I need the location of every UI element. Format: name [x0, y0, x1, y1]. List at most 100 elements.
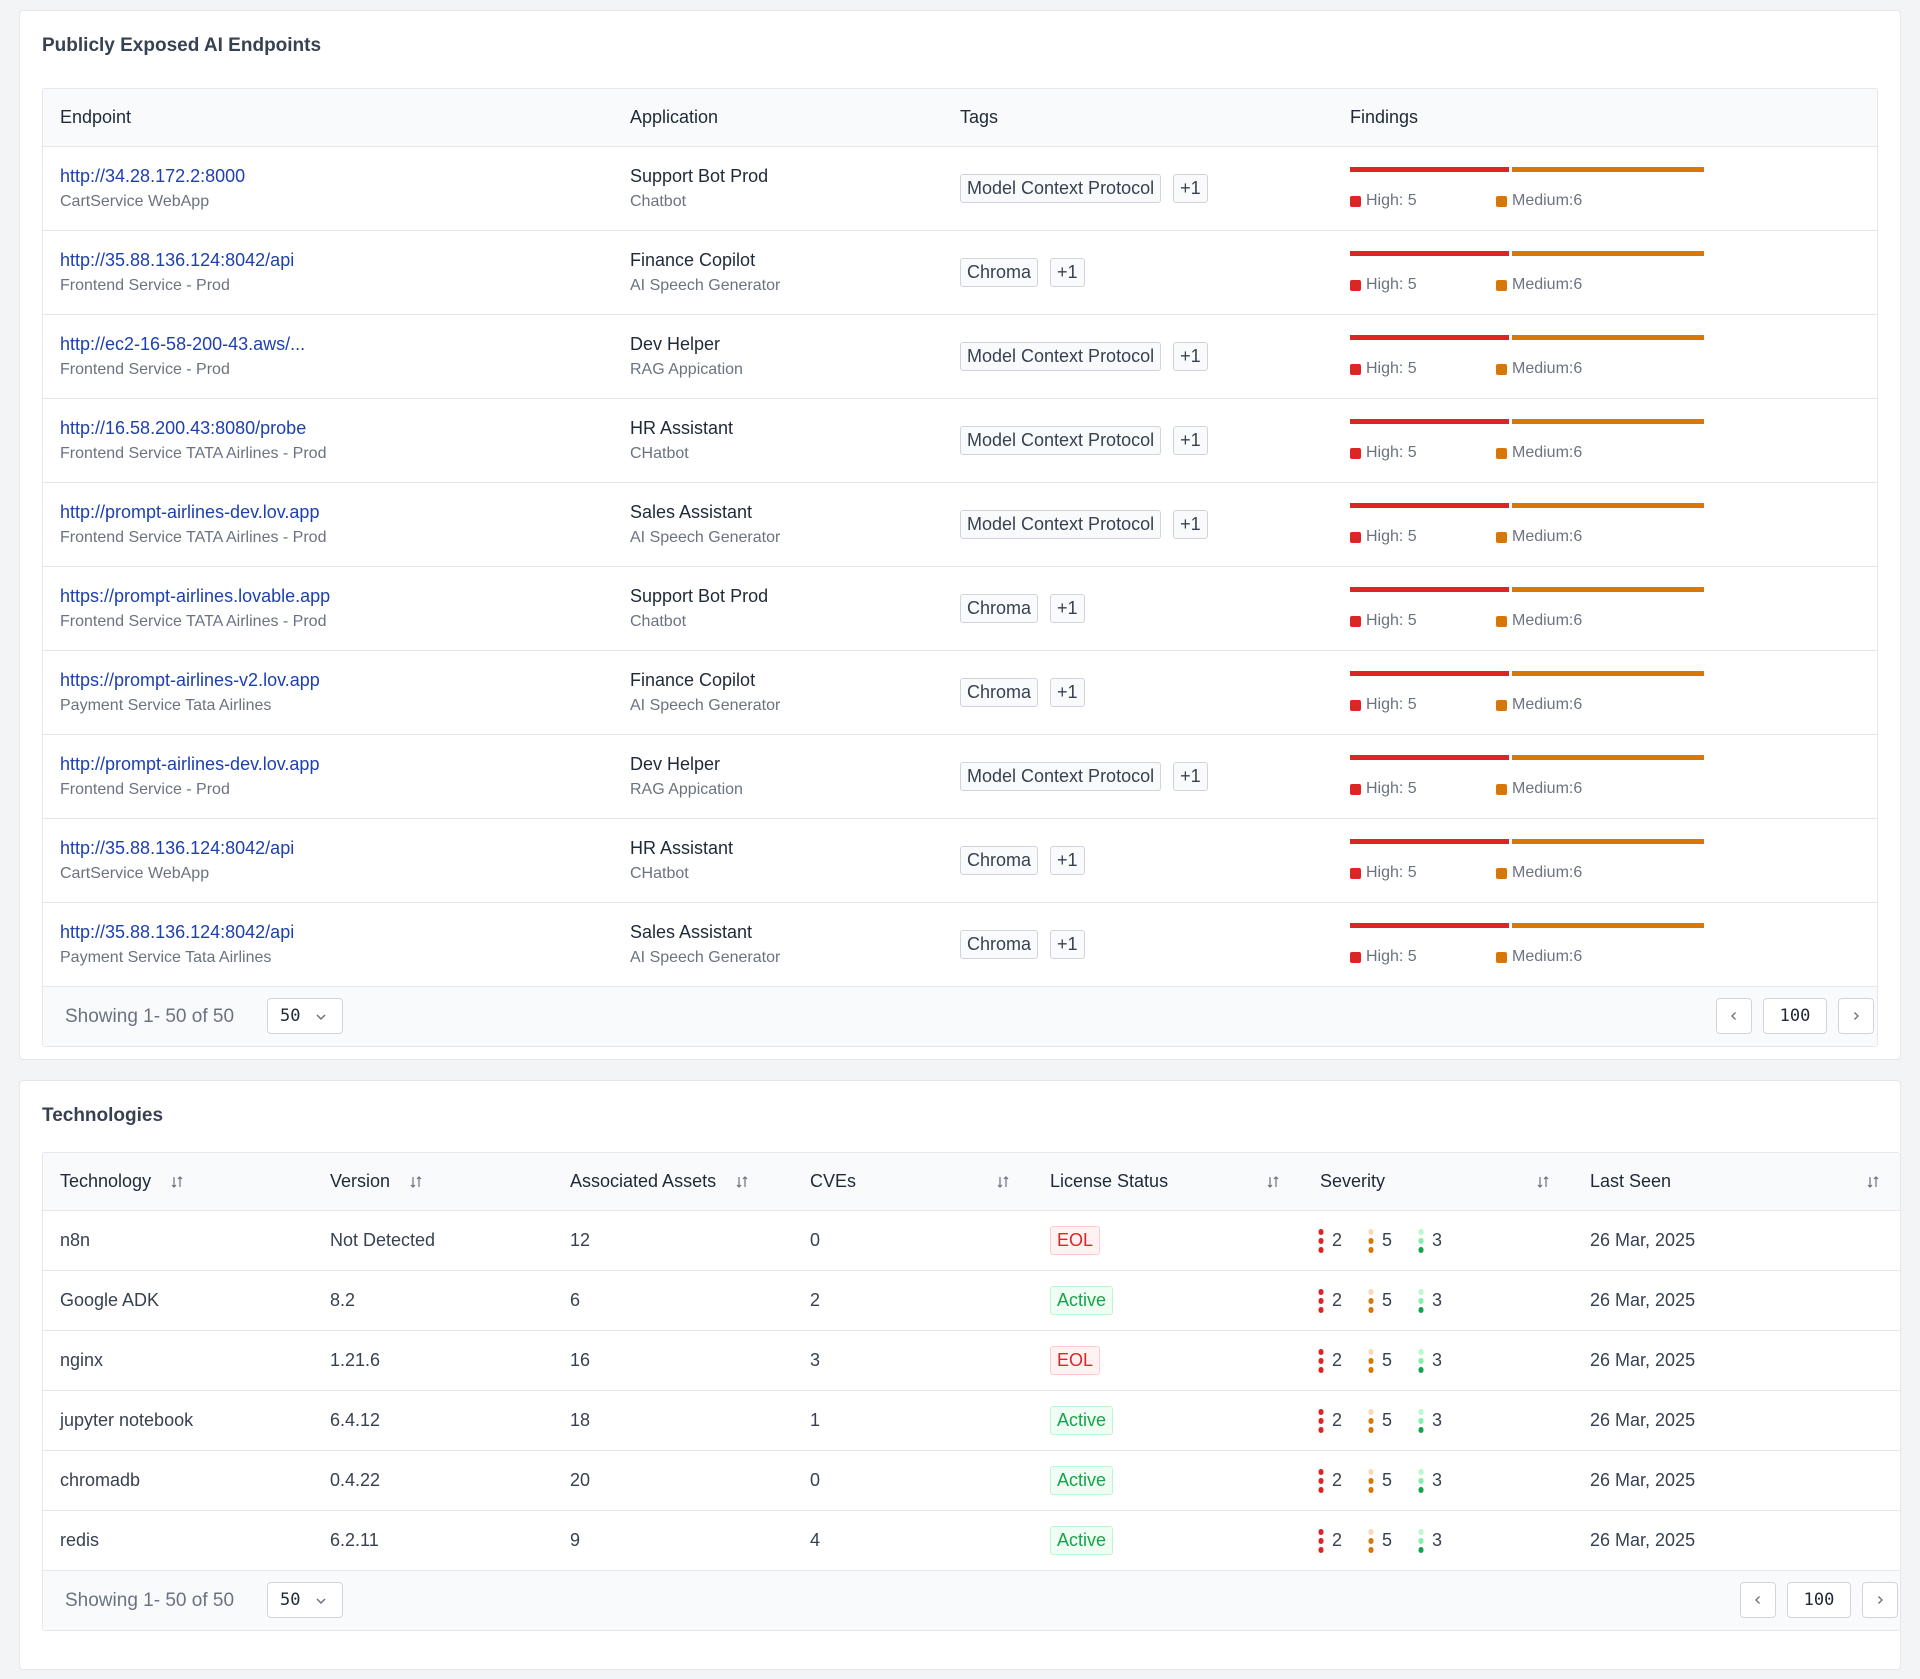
col-severity-label: Severity — [1320, 1171, 1386, 1191]
medium-count: Medium:6 — [1512, 276, 1583, 293]
application-type: RAG Appication — [630, 361, 743, 378]
tag-chip[interactable]: Chroma — [960, 930, 1039, 959]
prev-page-button[interactable] — [1716, 998, 1752, 1034]
tag-chip[interactable]: Chroma — [960, 594, 1039, 623]
more-tags-chip[interactable]: +1 — [1050, 258, 1085, 287]
high-square-icon — [1350, 951, 1361, 963]
more-tags-chip[interactable]: +1 — [1050, 594, 1085, 623]
col-last-seen[interactable]: Last Seen — [1590, 1153, 1671, 1210]
col-version[interactable]: Version — [330, 1153, 424, 1210]
endpoint-link[interactable]: http://35.88.136.124:8042/api — [60, 838, 295, 858]
table-row[interactable]: nginx 1.21.6 16 3 EOL 2 5 3 26 Mar, 2025 — [43, 1331, 1900, 1391]
table-row[interactable]: http://prompt-airlines-dev.lov.app Fronte… — [43, 735, 1877, 819]
high-severity-count: 2 — [1332, 1290, 1343, 1310]
table-row[interactable]: http://prompt-airlines-dev.lov.app Fronte… — [43, 483, 1877, 567]
technology-name: n8n — [60, 1230, 91, 1250]
version-value: 8.2 — [330, 1290, 356, 1310]
medium-severity: 5 — [1368, 1528, 1392, 1553]
endpoint-link[interactable]: http://prompt-airlines-dev.lov.app — [60, 754, 320, 774]
severity-cell: 2 5 3 — [1318, 1391, 1468, 1450]
low-severity: 3 — [1418, 1408, 1442, 1433]
tag-chip[interactable]: Model Context Protocol — [960, 174, 1162, 203]
page-size-select[interactable]: 50 — [267, 998, 343, 1034]
sort-icon[interactable] — [1535, 1174, 1551, 1190]
table-row[interactable]: n8n Not Detected 12 0 EOL 2 5 3 26 Mar, 2025 — [43, 1211, 1900, 1271]
table-row[interactable]: http://ec2-16-58-200-43.aws/... Frontend … — [43, 315, 1877, 399]
endpoint-link[interactable]: http://35.88.136.124:8042/api — [60, 250, 295, 270]
page-number-input[interactable]: 100 — [1787, 1582, 1851, 1618]
more-tags-chip[interactable]: +1 — [1173, 510, 1208, 539]
high-square-icon — [1350, 867, 1361, 879]
more-tags-chip[interactable]: +1 — [1050, 930, 1085, 959]
endpoint-service: Payment Service Tata Airlines — [60, 697, 272, 714]
next-page-button[interactable] — [1838, 998, 1874, 1034]
technology-name: jupyter notebook — [60, 1410, 194, 1430]
endpoint-link[interactable]: https://prompt-airlines.lovable.app — [60, 586, 331, 606]
table-row[interactable]: https://prompt-airlines-v2.lov.app Paymen… — [43, 651, 1877, 735]
col-associated-assets[interactable]: Associated Assets — [570, 1153, 750, 1210]
table-row[interactable]: http://16.58.200.43:8080/probe Frontend S… — [43, 399, 1877, 483]
tag-chip[interactable]: Model Context Protocol — [960, 342, 1162, 371]
table-row[interactable]: Google ADK 8.2 6 2 Active 2 5 3 26 Mar, 2025 — [43, 1271, 1900, 1331]
high-square-icon — [1350, 615, 1361, 627]
table-row[interactable]: chromadb 0.4.22 20 0 Active 2 5 3 26 Mar, 2025 — [43, 1451, 1900, 1511]
table-row[interactable]: http://34.28.172.2:8000 CartService WebAp… — [43, 147, 1877, 231]
page-number-input[interactable]: 100 — [1763, 998, 1827, 1034]
high-legend: High: 5 — [1350, 444, 1417, 462]
endpoint-link[interactable]: https://prompt-airlines-v2.lov.app — [60, 670, 320, 690]
prev-page-button[interactable] — [1740, 1582, 1776, 1618]
sort-icon[interactable] — [1265, 1174, 1281, 1190]
tag-chip[interactable]: Model Context Protocol — [960, 426, 1162, 455]
medium-severity-count: 5 — [1382, 1350, 1393, 1370]
high-severity-count: 2 — [1332, 1230, 1343, 1250]
more-tags-chip[interactable]: +1 — [1173, 762, 1208, 791]
page-size-select[interactable]: 50 — [267, 1582, 343, 1618]
endpoint-link[interactable]: http://prompt-airlines-dev.lov.app — [60, 502, 320, 522]
col-technology[interactable]: Technology — [60, 1153, 185, 1210]
medium-severity-count: 5 — [1382, 1290, 1393, 1310]
tag-chip[interactable]: Model Context Protocol — [960, 510, 1162, 539]
col-cves[interactable]: CVEs — [810, 1153, 856, 1210]
endpoint-link[interactable]: http://34.28.172.2:8000 — [60, 166, 246, 186]
table-row[interactable]: https://prompt-airlines.lovable.app Front… — [43, 567, 1877, 651]
col-license-status[interactable]: License Status — [1050, 1153, 1168, 1210]
table-row[interactable]: http://35.88.136.124:8042/api Payment Ser… — [43, 903, 1877, 987]
col-severity[interactable]: Severity — [1320, 1153, 1385, 1210]
sort-icon[interactable] — [408, 1174, 424, 1190]
sort-icon[interactable] — [995, 1174, 1011, 1190]
more-tags-chip[interactable]: +1 — [1173, 426, 1208, 455]
more-tags-chip[interactable]: +1 — [1173, 174, 1208, 203]
table-row[interactable]: http://35.88.136.124:8042/api CartService… — [43, 819, 1877, 903]
low-severity-icon — [1418, 1468, 1424, 1493]
findings-cell: High: 5 Medium:6 — [1350, 735, 1750, 819]
tag-chip[interactable]: Chroma — [960, 258, 1039, 287]
tag-chip[interactable]: Chroma — [960, 846, 1039, 875]
sort-icon[interactable] — [169, 1174, 185, 1190]
application-cell: Finance Copilot AI Speech Generator — [630, 670, 780, 715]
sort-icon[interactable] — [1865, 1174, 1881, 1190]
findings-cell: High: 5 Medium:6 — [1350, 903, 1750, 987]
table-row[interactable]: jupyter notebook 6.4.12 18 1 Active 2 5 3 26 Mar… — [43, 1391, 1900, 1451]
medium-legend: Medium:6 — [1496, 276, 1582, 294]
application-name: Dev Helper — [630, 334, 721, 354]
high-legend: High: 5 — [1350, 948, 1417, 966]
application-cell: Dev Helper RAG Appication — [630, 754, 743, 799]
tag-chip[interactable]: Model Context Protocol — [960, 762, 1162, 791]
more-tags-chip[interactable]: +1 — [1050, 846, 1085, 875]
next-page-button[interactable] — [1862, 1582, 1898, 1618]
assets-count: 9 — [570, 1530, 581, 1550]
technologies-table: Technology Version Associated Assets CVE… — [42, 1152, 1900, 1631]
more-tags-chip[interactable]: +1 — [1050, 678, 1085, 707]
endpoint-link[interactable]: http://35.88.136.124:8042/api — [60, 922, 295, 942]
last-seen-date: 26 Mar, 2025 — [1590, 1410, 1696, 1430]
application-name: HR Assistant — [630, 838, 734, 858]
endpoint-cell: http://prompt-airlines-dev.lov.app Fronte… — [60, 502, 326, 547]
endpoint-link[interactable]: http://16.58.200.43:8080/probe — [60, 418, 307, 438]
more-tags-chip[interactable]: +1 — [1173, 342, 1208, 371]
table-row[interactable]: redis 6.2.11 9 4 Active 2 5 3 26 Mar, 2025 — [43, 1511, 1900, 1571]
tag-chip[interactable]: Chroma — [960, 678, 1039, 707]
endpoint-link[interactable]: http://ec2-16-58-200-43.aws/... — [60, 334, 306, 354]
table-row[interactable]: http://35.88.136.124:8042/api Frontend Se… — [43, 231, 1877, 315]
tags-cell: Model Context Protocol +1 — [960, 342, 1220, 371]
sort-icon[interactable] — [734, 1174, 750, 1190]
